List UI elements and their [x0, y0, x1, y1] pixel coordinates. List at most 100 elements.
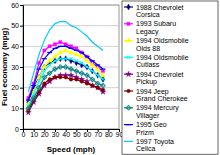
- tick: 10: [11, 105, 23, 112]
- series: [25, 72, 105, 115]
- marker: [59, 57, 63, 61]
- marker: [74, 50, 79, 51]
- legend-label: 1995 GeoPrizm: [136, 121, 167, 136]
- marker: [85, 65, 89, 69]
- marker: [53, 43, 56, 46]
- marker: [31, 85, 36, 86]
- tick-mark: [20, 5, 23, 6]
- legend-label: 1994 JeepGrand Cherokee: [136, 88, 188, 103]
- tick-mark: [20, 46, 23, 47]
- legend-entry: 1994 JeepGrand Cherokee: [124, 88, 188, 103]
- marker: [100, 89, 106, 94]
- marker: [80, 80, 84, 84]
- tick-label: 30: [52, 131, 60, 138]
- tick-label: 20: [11, 84, 19, 91]
- marker: [63, 48, 68, 52]
- legend-marker: [127, 4, 130, 10]
- marker: [53, 76, 57, 80]
- tick: 20: [41, 129, 49, 138]
- tick: 30: [11, 64, 23, 71]
- tick-label: 50: [11, 22, 19, 29]
- marker: [75, 78, 79, 82]
- legend-marker: [127, 56, 131, 60]
- series: [26, 46, 106, 100]
- marker: [101, 76, 104, 82]
- marker: [101, 68, 106, 69]
- tick: 40: [62, 129, 70, 138]
- marker: [96, 86, 100, 90]
- line: [28, 59, 103, 102]
- legend-label: 1994 MercuryVillager: [136, 104, 179, 120]
- marker: [63, 46, 68, 47]
- tick: 60: [84, 129, 92, 138]
- marker: [69, 57, 73, 61]
- marker: [37, 80, 41, 84]
- marker: [58, 65, 62, 69]
- marker: [64, 76, 68, 80]
- tick-label: 60: [11, 2, 19, 9]
- legend-swatch: [124, 124, 133, 125]
- legend-swatch: [124, 141, 133, 142]
- tick-label: 40: [11, 43, 19, 50]
- marker: [85, 56, 90, 57]
- legend-label: 1993 SubaruLegacy: [136, 20, 176, 36]
- legend-label: 1997 ToyotaCelica: [136, 138, 174, 153]
- marker: [43, 49, 46, 52]
- legend-entry: 1994 OldsmobileOlds 88: [124, 37, 189, 52]
- marker: [37, 61, 40, 64]
- marker: [101, 72, 106, 76]
- marker: [101, 78, 105, 82]
- marker: [64, 43, 67, 46]
- legend-box: [122, 1, 218, 154]
- marker: [37, 86, 41, 90]
- legend-entry: 1995 GeoPrizm: [124, 121, 167, 136]
- marker: [42, 75, 46, 79]
- tick-label: 20: [41, 131, 49, 138]
- marker: [91, 84, 95, 88]
- marker: [48, 71, 52, 75]
- marker: [79, 52, 84, 53]
- x-axis-title: Speed (mph): [47, 145, 96, 154]
- marker: [43, 69, 47, 73]
- y-axis: 0 10 20 30 40 50 60: [11, 2, 23, 133]
- marker: [96, 72, 99, 78]
- y-axis-title: Fuel economy (mpg): [0, 28, 9, 107]
- tick-mark: [20, 67, 23, 68]
- legend-entry: 1994 OldsmobileCutlass: [124, 54, 189, 69]
- tick: 80: [105, 129, 113, 138]
- legend: 1988 ChevroletCorsica1993 SubaruLegacy19…: [122, 1, 218, 154]
- legend-label: 1994 ChevroletPickup: [136, 71, 184, 87]
- tick-label: 50: [73, 131, 81, 138]
- marker: [101, 83, 105, 87]
- marker: [91, 69, 95, 73]
- series: [27, 76, 105, 113]
- marker: [59, 41, 62, 44]
- marker: [53, 67, 57, 71]
- marker: [90, 60, 95, 61]
- marker: [42, 64, 47, 68]
- series: [27, 57, 105, 108]
- marker: [53, 48, 58, 49]
- tick-label: 40: [62, 131, 70, 138]
- legend-marker: [127, 89, 131, 93]
- line: [28, 75, 103, 112]
- marker: [48, 63, 52, 67]
- tick: 60: [11, 2, 23, 9]
- marker: [26, 106, 30, 110]
- marker: [58, 50, 63, 54]
- marker: [95, 64, 100, 65]
- tick: 50: [11, 22, 23, 29]
- line: [28, 59, 103, 107]
- marker: [91, 68, 94, 74]
- tick: 70: [94, 129, 102, 138]
- marker: [80, 71, 84, 75]
- tick-mark: [20, 88, 23, 89]
- tick-label: 30: [11, 64, 19, 71]
- marker: [47, 52, 52, 53]
- tick: 0: [22, 129, 26, 138]
- marker: [101, 88, 105, 92]
- marker: [64, 57, 68, 61]
- tick-label: 0: [15, 126, 19, 133]
- marker: [90, 77, 94, 81]
- axis-line: [20, 6, 24, 130]
